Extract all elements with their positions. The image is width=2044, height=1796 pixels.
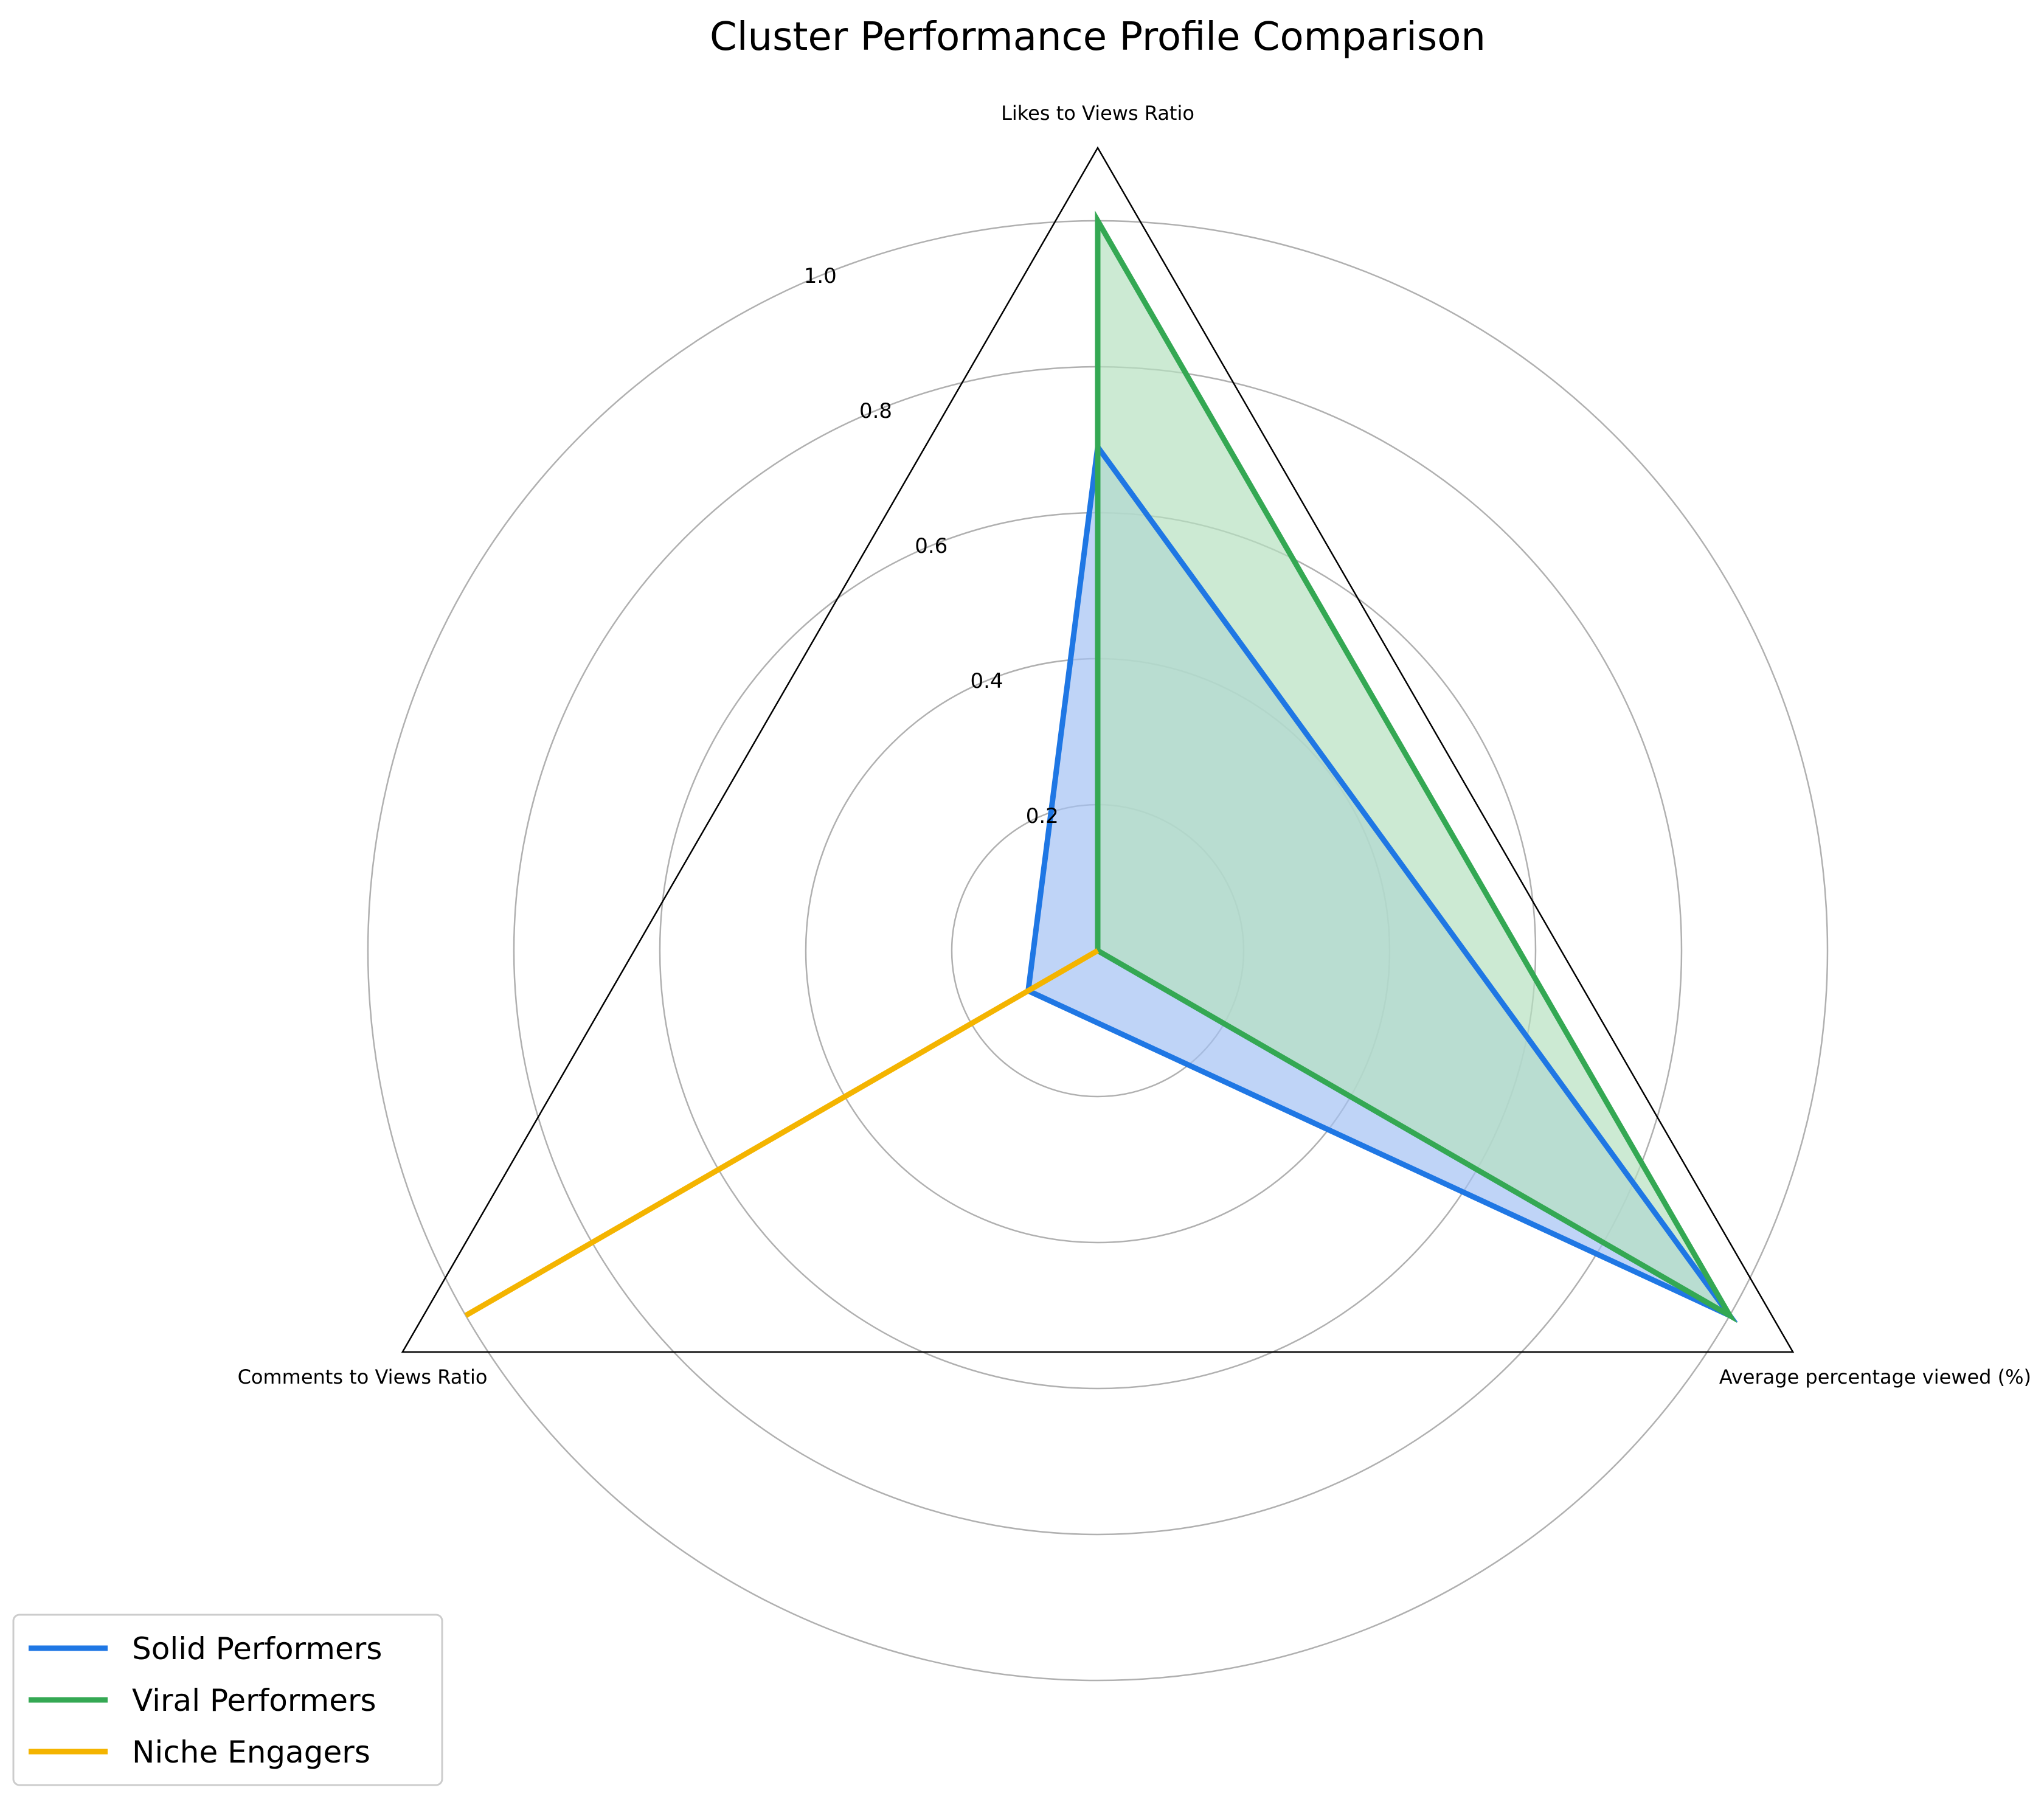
axis-label-0: Likes to Views Ratio xyxy=(1001,102,1194,125)
tick-label-1: 0.4 xyxy=(970,669,1003,693)
axis-frame xyxy=(401,146,1795,1353)
radial-tick-labels: 0.2 0.4 0.6 0.8 1.0 xyxy=(804,264,1059,828)
legend-box xyxy=(12,1614,443,1786)
tick-label-2: 0.6 xyxy=(915,534,948,558)
series-line-2 xyxy=(464,948,1100,1318)
legend-label-0: Solid Performers xyxy=(132,1631,382,1666)
axis-label-1: Average percentage viewed (%) xyxy=(1719,1365,2031,1389)
series-lines xyxy=(464,210,1739,1323)
outer-frame xyxy=(401,146,1795,1353)
legend-label-1: Viral Performers xyxy=(132,1683,376,1718)
chart-title: Cluster Performance Profile Comparison xyxy=(710,15,1486,60)
series-line-0 xyxy=(1025,440,1739,1323)
series-line-1 xyxy=(1095,210,1737,1323)
tick-label-0: 0.2 xyxy=(1026,804,1059,828)
legend: Solid Performers Viral Performers Niche En… xyxy=(12,1614,443,1786)
axis-label-2: Comments to Views Ratio xyxy=(238,1365,488,1389)
legend-label-2: Niche Engagers xyxy=(132,1735,370,1770)
tick-label-3: 0.8 xyxy=(859,399,892,423)
axis-labels: Likes to Views Ratio Average percentage v… xyxy=(238,102,2031,1389)
tick-label-4: 1.0 xyxy=(804,264,837,288)
